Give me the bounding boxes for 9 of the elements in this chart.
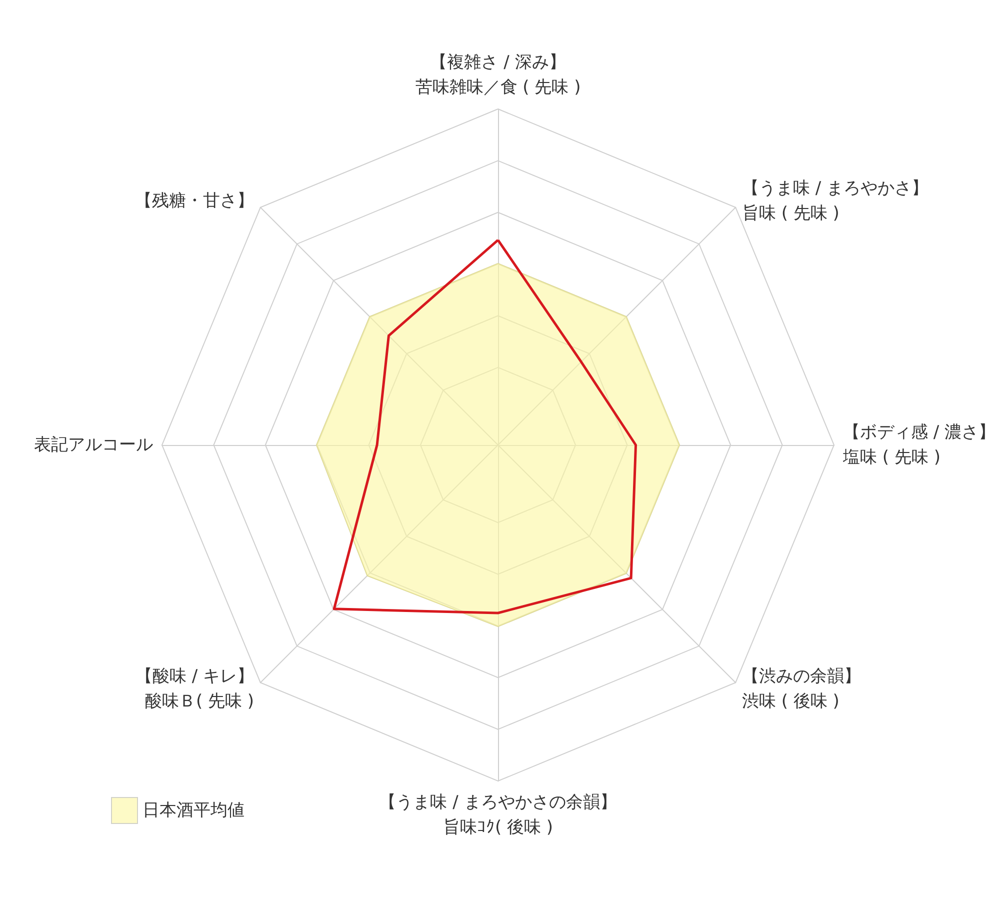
spoke-label: 【複雑さ / 深み】苦味雑味／食 ( 先味 ) — [415, 52, 581, 98]
spoke-label: 【ボディ感 / 濃さ】塩味 ( 先味 ) — [842, 422, 996, 468]
spoke-label: 【うま味 / まろやかさ】旨味 ( 先味 ) — [742, 178, 928, 224]
legend-label: 日本酒平均値 — [142, 800, 244, 820]
spoke-label: 【酸味 / キレ】酸味Ｂ( 先味 ) — [136, 666, 254, 712]
spoke-label: 表記アルコール — [34, 435, 153, 455]
spoke-label: 【残糖・甘さ】 — [135, 191, 254, 212]
spoke-label: 【うま味 / まろやかさの余韻】旨味ｺｸ( 後味 ) — [379, 792, 617, 838]
spoke-label: 【渋みの余韻】渋味 ( 後味 ) — [742, 666, 861, 712]
